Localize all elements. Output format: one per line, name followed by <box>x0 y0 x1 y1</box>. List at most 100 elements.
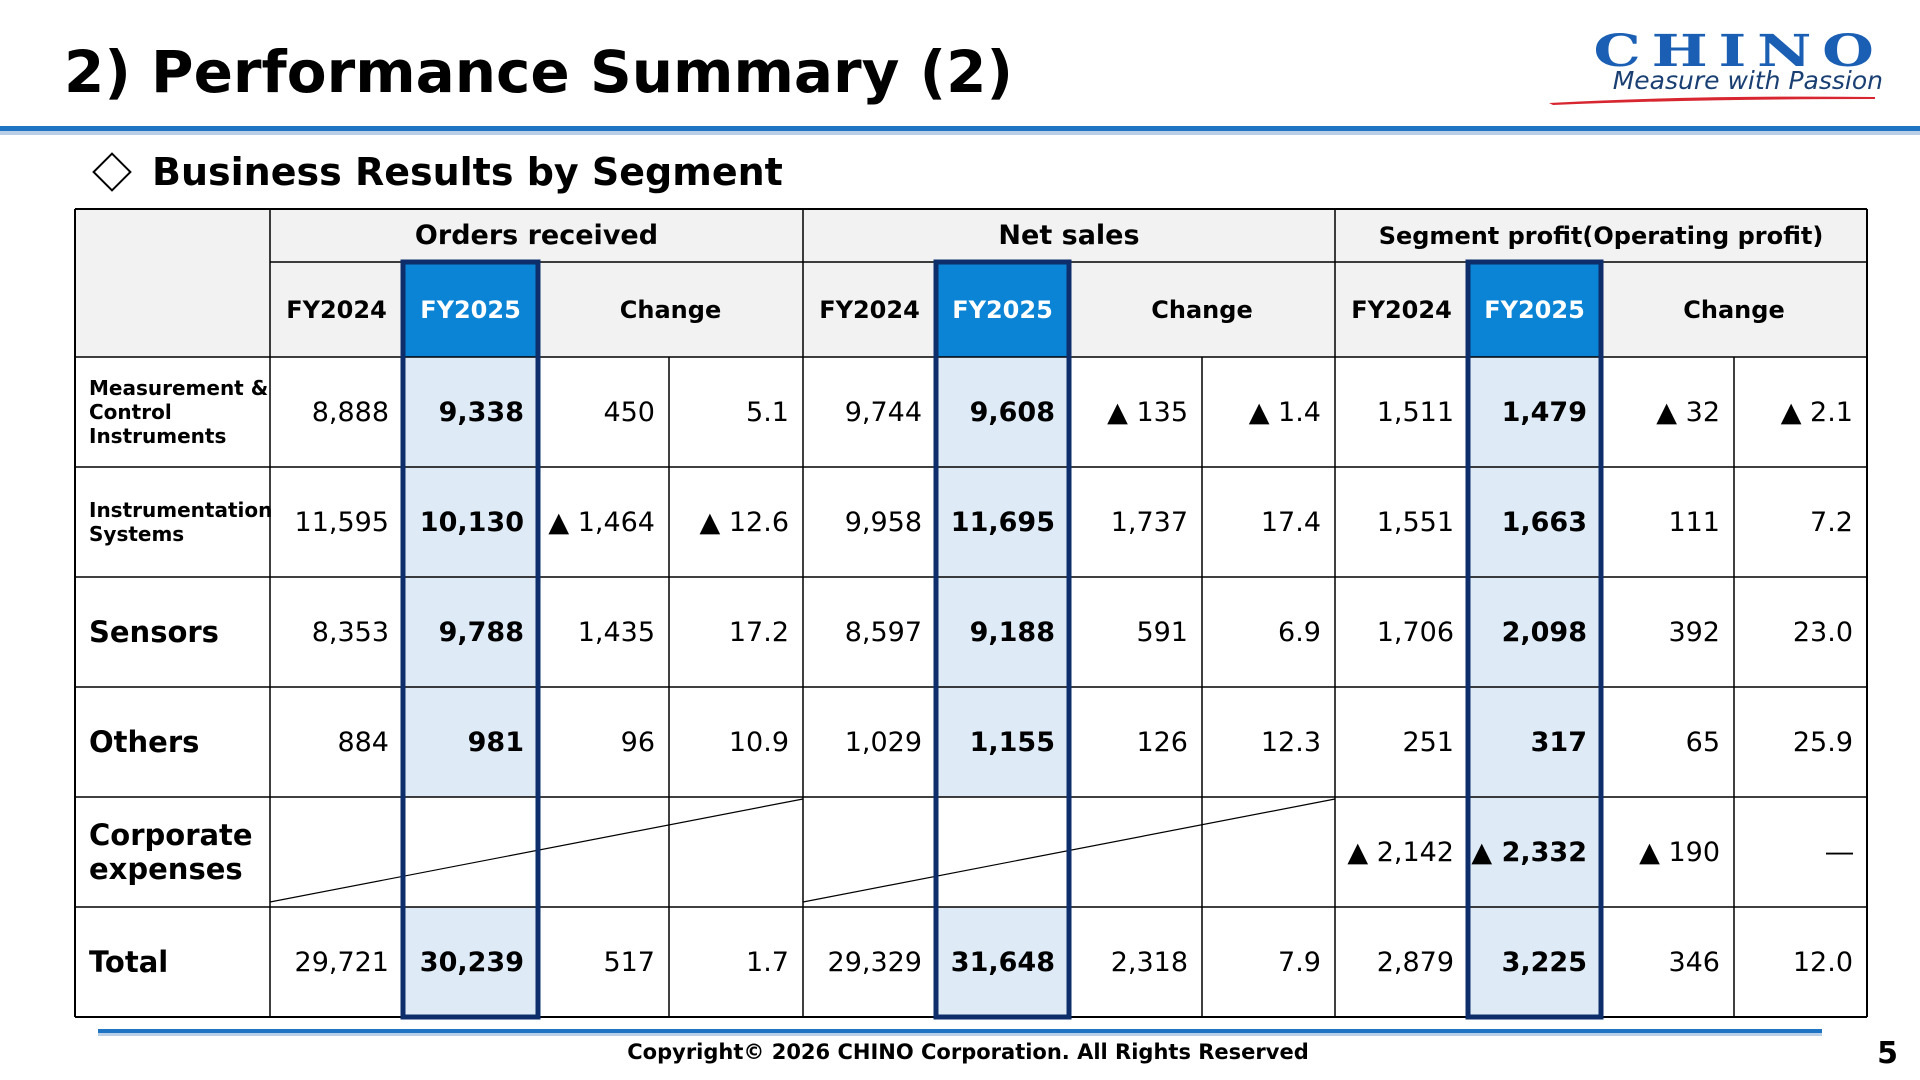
table-cell: ▲ 32 <box>1656 396 1720 428</box>
title-rule-shadow <box>0 131 1920 135</box>
table-cell: 9,788 <box>403 577 538 687</box>
section-title: Business Results by Segment <box>152 150 783 194</box>
table-cell <box>1202 797 1335 907</box>
table-cell: 25.9 <box>1792 726 1853 758</box>
subheader-fy2024: FY2024 <box>1351 295 1452 324</box>
group-header-3: Segment profit(Operating profit) <box>1378 221 1824 250</box>
table-cell <box>1069 797 1202 907</box>
table-cell: 8,353 <box>311 616 389 648</box>
row-label: Corporate expenses <box>89 818 253 886</box>
row-label: Measurement & Control Instruments <box>89 376 269 448</box>
table-cell: 1,551 <box>1376 506 1454 538</box>
table-cell: 346 <box>1668 946 1720 978</box>
table-cell: 1,155 <box>936 687 1069 797</box>
table-cell: 9,958 <box>844 506 922 538</box>
table-cell: ― <box>1826 836 1853 868</box>
diamond-icon <box>92 152 132 192</box>
table-cell: 30,239 <box>403 907 538 1017</box>
table-cell: 8,888 <box>311 396 389 428</box>
table-cell: 7.9 <box>1278 946 1321 978</box>
table-cell: 17.4 <box>1260 506 1321 538</box>
table-cell: 9,608 <box>936 357 1069 467</box>
table-cell: 10.9 <box>728 726 789 758</box>
table-cell: ▲ 190 <box>1639 836 1720 868</box>
table-cell: 392 <box>1668 616 1720 648</box>
table-cell: ▲ 12.6 <box>699 506 789 538</box>
table-cell: 9,188 <box>936 577 1069 687</box>
subheader-change: Change <box>1151 295 1253 324</box>
table-cell: ▲ 1.4 <box>1248 396 1321 428</box>
table-cell <box>669 797 803 907</box>
table-cell <box>936 797 1069 907</box>
table-cell: 981 <box>403 687 538 797</box>
table-cell: 11,595 <box>294 506 389 538</box>
subheader-fy2024: FY2024 <box>286 295 387 324</box>
table-cell: 3,225 <box>1468 907 1601 1017</box>
subheader-fy2024: FY2024 <box>819 295 920 324</box>
table-cell: 450 <box>603 396 655 428</box>
table-cell: 7.2 <box>1810 506 1853 538</box>
table-cell: ▲ 1,464 <box>548 506 655 538</box>
table-cell <box>538 797 669 907</box>
table-cell: 12.3 <box>1260 726 1321 758</box>
table-cell: 1,663 <box>1468 467 1601 577</box>
table-cell: 6.9 <box>1278 616 1321 648</box>
table-cell: 111 <box>1668 506 1720 538</box>
table-cell: 23.0 <box>1792 616 1853 648</box>
table-cell: 1,435 <box>577 616 655 648</box>
table-cell: ▲ 2.1 <box>1780 396 1853 428</box>
table-cell: 251 <box>1402 726 1454 758</box>
table-cell: 1,737 <box>1110 506 1188 538</box>
table-cell: 29,721 <box>294 946 389 978</box>
table-cell: 2,879 <box>1376 946 1454 978</box>
table-cell: 1.7 <box>746 946 789 978</box>
subheader-change: Change <box>1683 295 1785 324</box>
table-cell <box>803 797 936 907</box>
table-cell: 126 <box>1136 726 1188 758</box>
table-cell: 9,338 <box>403 357 538 467</box>
copyright-notice: Copyright© 2026 CHINO Corporation. All R… <box>627 1040 1309 1064</box>
footer-rule-shadow <box>98 1033 1822 1036</box>
table-cell: 96 <box>620 726 655 758</box>
table-cell: 517 <box>603 946 655 978</box>
table-cell: 12.0 <box>1792 946 1853 978</box>
table-cell: 884 <box>337 726 389 758</box>
table-cell: 1,479 <box>1468 357 1601 467</box>
table-cell: 2,098 <box>1468 577 1601 687</box>
table-cell: 591 <box>1136 616 1188 648</box>
table-cell: 1,511 <box>1376 396 1454 428</box>
subheader-fy2025: FY2025 <box>403 262 538 357</box>
section-heading: Business Results by Segment <box>90 150 783 194</box>
footer-rule <box>98 1029 1822 1033</box>
group-header-2: Net sales <box>998 220 1140 251</box>
table-cell: ▲ 135 <box>1107 396 1188 428</box>
table-cell: ▲ 2,142 <box>1347 836 1454 868</box>
table-cell: 317 <box>1468 687 1601 797</box>
table-cell: 65 <box>1685 726 1720 758</box>
table-cell: 8,597 <box>844 616 922 648</box>
table-cell: 31,648 <box>936 907 1069 1017</box>
chino-logo: CHINO Measure with Passion <box>1545 26 1885 105</box>
page-number: 5 <box>1877 1036 1898 1071</box>
table-cell: 5.1 <box>746 396 789 428</box>
table-cell: 9,744 <box>844 396 922 428</box>
table-cell: 29,329 <box>827 946 922 978</box>
table-cell: 2,318 <box>1110 946 1188 978</box>
table-cell: 1,706 <box>1376 616 1454 648</box>
table-cell: 1,029 <box>844 726 922 758</box>
table-cell: ▲ 2,332 <box>1468 797 1601 907</box>
row-label: Instrumentation Systems <box>89 498 273 546</box>
title-rule <box>0 126 1920 131</box>
logo-swoosh-icon <box>1549 96 1875 105</box>
subheader-fy2025: FY2025 <box>936 262 1069 357</box>
table-cell <box>270 797 403 907</box>
row-label: Sensors <box>89 615 219 649</box>
table-cell <box>403 797 538 907</box>
table-cell: 10,130 <box>403 467 538 577</box>
table-cell: 17.2 <box>728 616 789 648</box>
logo-tagline: Measure with Passion <box>1612 66 1883 95</box>
logo-wordmark: CHINO <box>1593 26 1885 77</box>
subheader-change: Change <box>619 295 722 324</box>
table-cell: 11,695 <box>936 467 1069 577</box>
group-header-1: Orders received <box>414 220 659 251</box>
